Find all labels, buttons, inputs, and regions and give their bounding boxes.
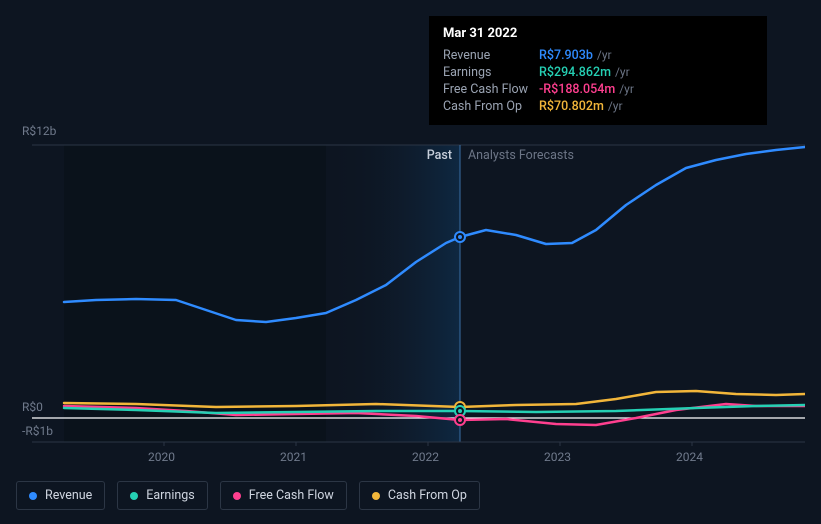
- legend-dot-icon: [29, 492, 37, 500]
- legend-label: Revenue: [45, 488, 92, 503]
- y-axis-tick: R$0: [22, 400, 43, 414]
- legend-item-earnings[interactable]: Earnings: [117, 481, 207, 510]
- legend-label: Free Cash Flow: [249, 488, 334, 503]
- tooltip-row: RevenueR$7.903b/yr: [443, 47, 753, 64]
- tooltip-date: Mar 31 2022: [443, 26, 753, 41]
- section-label-past: Past: [326, 148, 452, 163]
- legend-item-revenue[interactable]: Revenue: [16, 481, 105, 510]
- legend-item-cashop[interactable]: Cash From Op: [359, 481, 480, 510]
- legend-dot-icon: [130, 492, 138, 500]
- x-axis-tick: 2024: [676, 450, 703, 464]
- legend-label: Earnings: [146, 488, 194, 503]
- y-axis-tick: -R$1b: [22, 424, 53, 438]
- x-axis-tick: 2023: [544, 450, 571, 464]
- tooltip-row: Cash From OpR$70.802m/yr: [443, 98, 753, 115]
- x-axis-tick: 2020: [148, 450, 175, 464]
- chart-tooltip: Mar 31 2022 RevenueR$7.903b/yrEarningsR$…: [429, 16, 767, 125]
- legend-item-fcf[interactable]: Free Cash Flow: [220, 481, 347, 510]
- x-axis-tick: 2022: [412, 450, 439, 464]
- section-label-forecasts: Analysts Forecasts: [468, 148, 574, 163]
- x-axis-tick: 2021: [280, 450, 307, 464]
- chart-legend: Revenue Earnings Free Cash Flow Cash From O…: [16, 481, 480, 510]
- legend-dot-icon: [233, 492, 241, 500]
- legend-label: Cash From Op: [388, 488, 467, 503]
- legend-dot-icon: [372, 492, 380, 500]
- tooltip-row: Free Cash Flow-R$188.054m/yr: [443, 81, 753, 98]
- financials-chart[interactable]: R$12bR$0-R$1b 20202021202220232024 Past …: [16, 0, 805, 472]
- y-axis-tick: R$12b: [22, 124, 56, 138]
- tooltip-row: EarningsR$294.862m/yr: [443, 64, 753, 81]
